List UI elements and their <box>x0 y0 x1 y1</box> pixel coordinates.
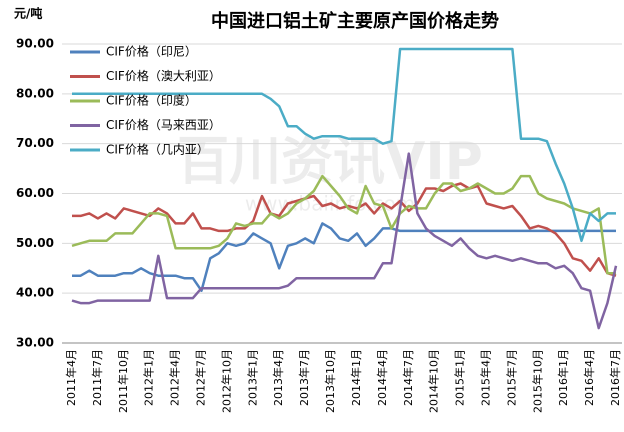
chart-title: 中国进口铝土矿主要原产国价格走势 <box>211 10 499 32</box>
x-tick-label: 2015年1月 <box>453 349 467 406</box>
x-tick-label: 2013年1月 <box>245 349 259 406</box>
x-tick-label: 2012年4月 <box>168 349 182 406</box>
x-tick-label: 2012年7月 <box>194 349 208 406</box>
legend-label: CIF价格（马来西亚） <box>106 117 221 132</box>
y-tick-label: 30.00 <box>16 336 54 350</box>
x-tick-label: 2016年1月 <box>556 349 570 406</box>
series-line <box>72 182 617 277</box>
y-tick-label: 50.00 <box>16 236 54 250</box>
y-tick-label: 60.00 <box>16 186 54 200</box>
series-line <box>71 174 616 275</box>
x-tick-label: 2013年7月 <box>297 349 311 406</box>
y-tick-label: 70.00 <box>16 136 54 150</box>
x-tick-label: 2016年4月 <box>582 349 596 406</box>
series-line <box>72 47 616 243</box>
x-tick-label: 2014年10月 <box>427 349 441 413</box>
x-tick-label: 2012年1月 <box>142 349 156 406</box>
watermark: 百川资讯VIP <box>177 132 483 192</box>
legend-label: CIF价格（印尼） <box>106 44 197 59</box>
y-tick-label: 80.00 <box>16 86 54 100</box>
x-tick-label: 2016年7月 <box>608 349 622 406</box>
y-tick-label: 40.00 <box>16 286 54 300</box>
x-tick-label: 2014年7月 <box>401 349 415 406</box>
x-tick-label: 2015年10月 <box>530 349 544 413</box>
x-tick-label: 2012年10月 <box>219 349 233 413</box>
x-tick-label: 2013年4月 <box>271 349 285 406</box>
x-tick-label: 2011年10月 <box>116 349 130 413</box>
x-tick-label: 2013年10月 <box>323 349 337 413</box>
legend-label: CIF价格（几内亚） <box>106 142 209 157</box>
x-tick-label: 2011年4月 <box>64 349 78 406</box>
x-tick-label: 2014年1月 <box>349 349 363 406</box>
unit-label: 元/吨 <box>14 6 42 21</box>
series-line <box>71 152 618 330</box>
legend-label: CIF价格（澳大利亚） <box>106 68 221 83</box>
legend-label: CIF价格（印度） <box>106 93 197 108</box>
y-tick-label: 90.00 <box>16 37 54 51</box>
x-tick-label: 2015年7月 <box>504 349 518 406</box>
x-tick-label: 2015年4月 <box>478 349 492 406</box>
x-tick-label: 2011年7月 <box>90 349 104 406</box>
x-tick-label: 2014年4月 <box>375 349 389 406</box>
